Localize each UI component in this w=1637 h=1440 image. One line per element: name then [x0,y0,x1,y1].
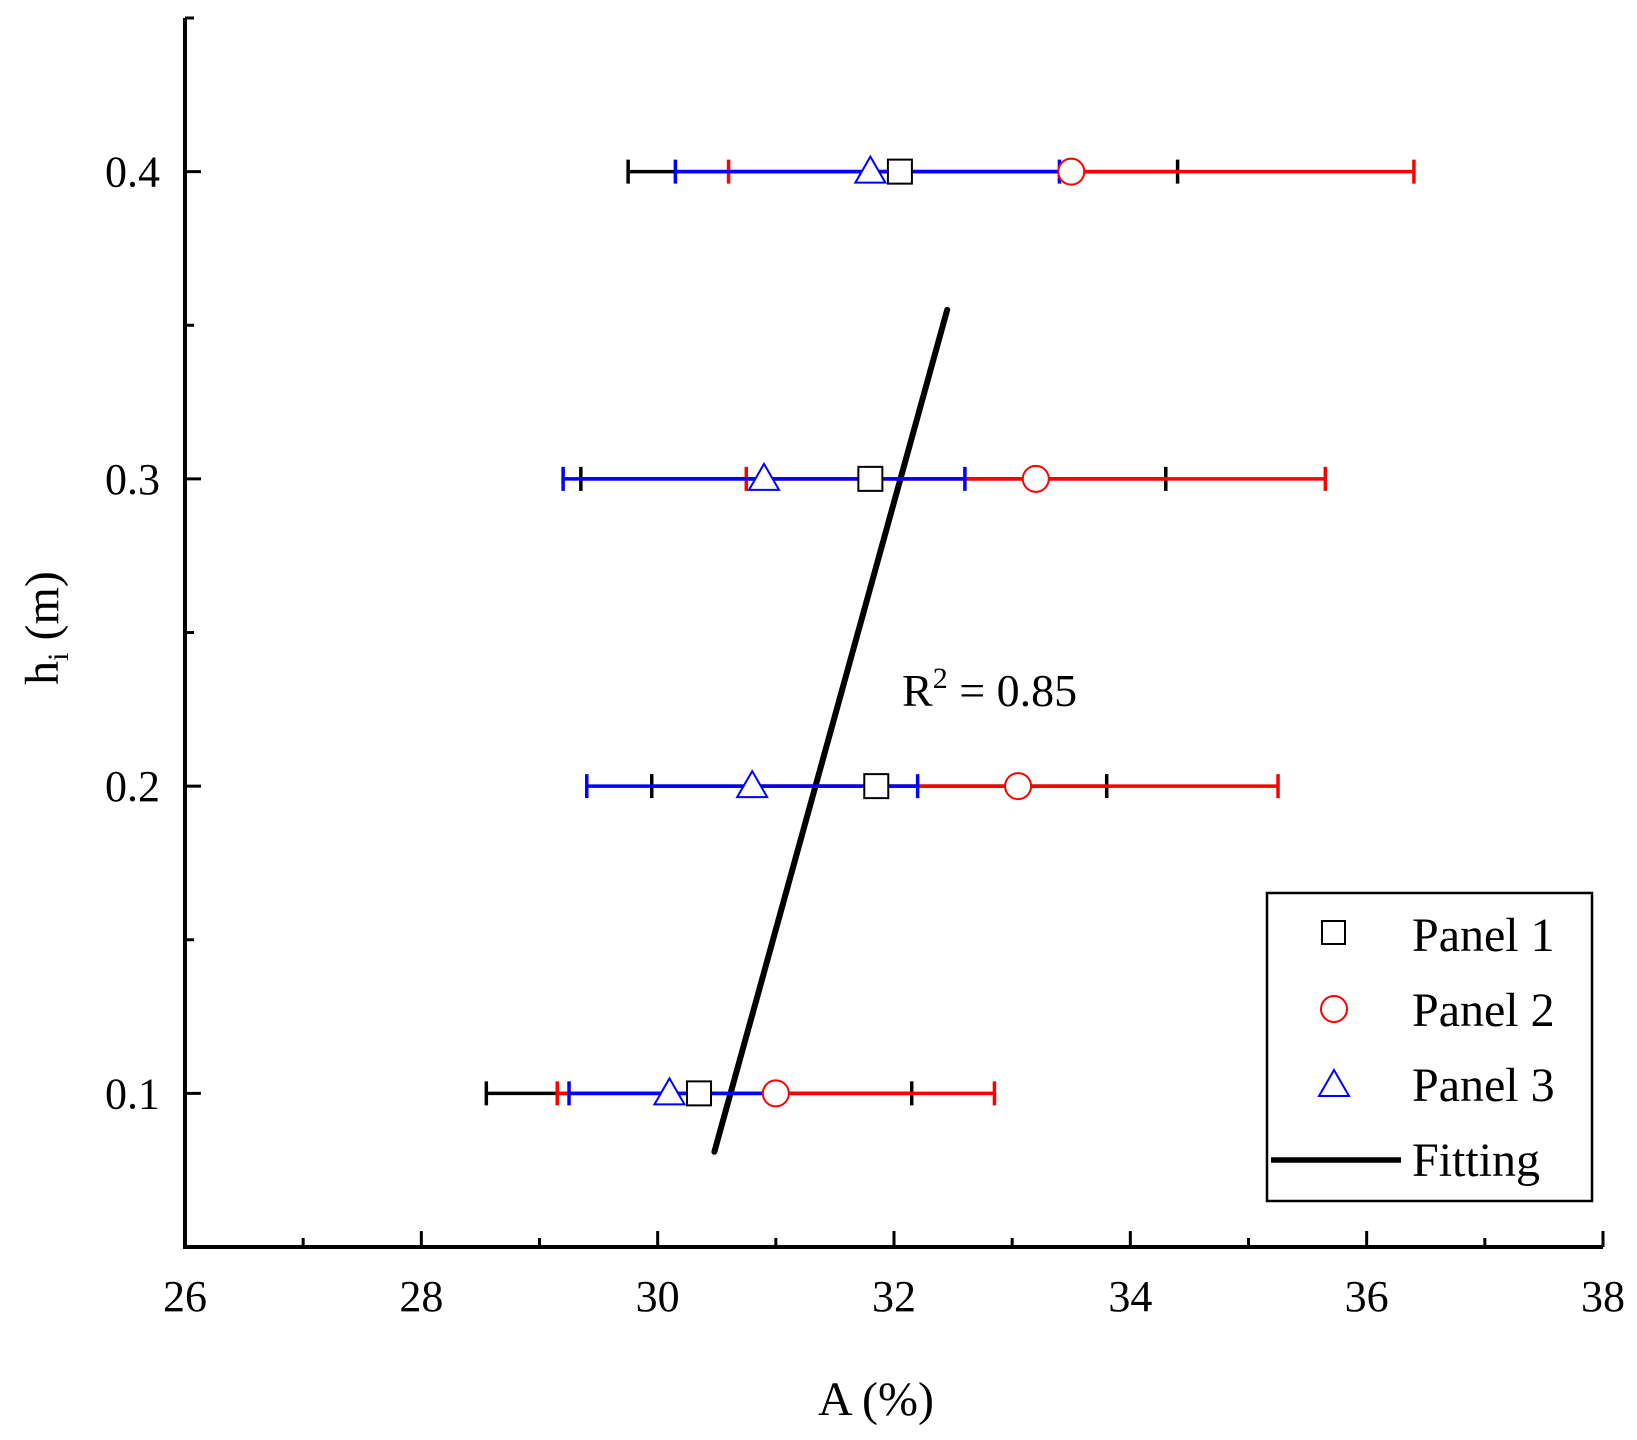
legend-marker-panel-2 [1320,995,1348,1023]
legend-label-panel-2: Panel 2 [1412,984,1555,1037]
y-axis-ticks: 0.1 0.2 0.3 0.4 [105,16,201,1249]
y-tick-label: 0.1 [105,1069,160,1118]
x-tick-label: 30 [636,1272,680,1321]
x-tick-label: 34 [1108,1272,1152,1321]
data-markers [652,154,1086,1108]
fitting-line-layer [711,306,951,1155]
data-point-panel-3 [735,769,769,799]
r-squared-annotation: R2 = 0.85 [902,662,1077,716]
y-axis-title: hi (m) [16,571,75,685]
data-point-panel-1 [857,465,884,492]
legend-label-panel-1: Panel 1 [1412,909,1555,962]
data-point-panel-2 [1057,157,1086,186]
legend-label-fitting: Fitting [1412,1134,1540,1187]
data-point-panel-3 [747,461,781,491]
legend-label-panel-3: Panel 3 [1412,1059,1555,1112]
y-tick-label: 0.2 [105,762,160,811]
legend-marker-panel-1 [1321,920,1346,945]
x-tick-label: 28 [399,1272,443,1321]
fitting-line [711,306,951,1155]
data-point-panel-1 [886,158,913,185]
y-tick-label: 0.3 [105,455,160,504]
x-tick-label: 38 [1581,1272,1625,1321]
x-tick-label: 26 [163,1272,207,1321]
data-point-panel-1 [863,773,890,800]
x-tick-label: 32 [872,1272,916,1321]
x-axis-title: A (%) [818,1373,934,1426]
y-tick-label: 0.4 [105,148,160,197]
x-axis-ticks: 26 28 30 32 34 36 38 [163,1231,1625,1321]
data-point-panel-2 [761,1079,790,1108]
data-point-panel-1 [686,1080,713,1107]
x-tick-label: 36 [1345,1272,1389,1321]
data-point-panel-3 [652,1076,687,1106]
data-point-panel-2 [1021,464,1050,493]
data-point-panel-2 [1004,772,1033,801]
legend-marker-panel-3 [1317,1067,1351,1097]
legend: Panel 1 Panel 2 Panel 3 Fitting [1265,891,1594,1203]
data-point-panel-3 [853,154,888,184]
